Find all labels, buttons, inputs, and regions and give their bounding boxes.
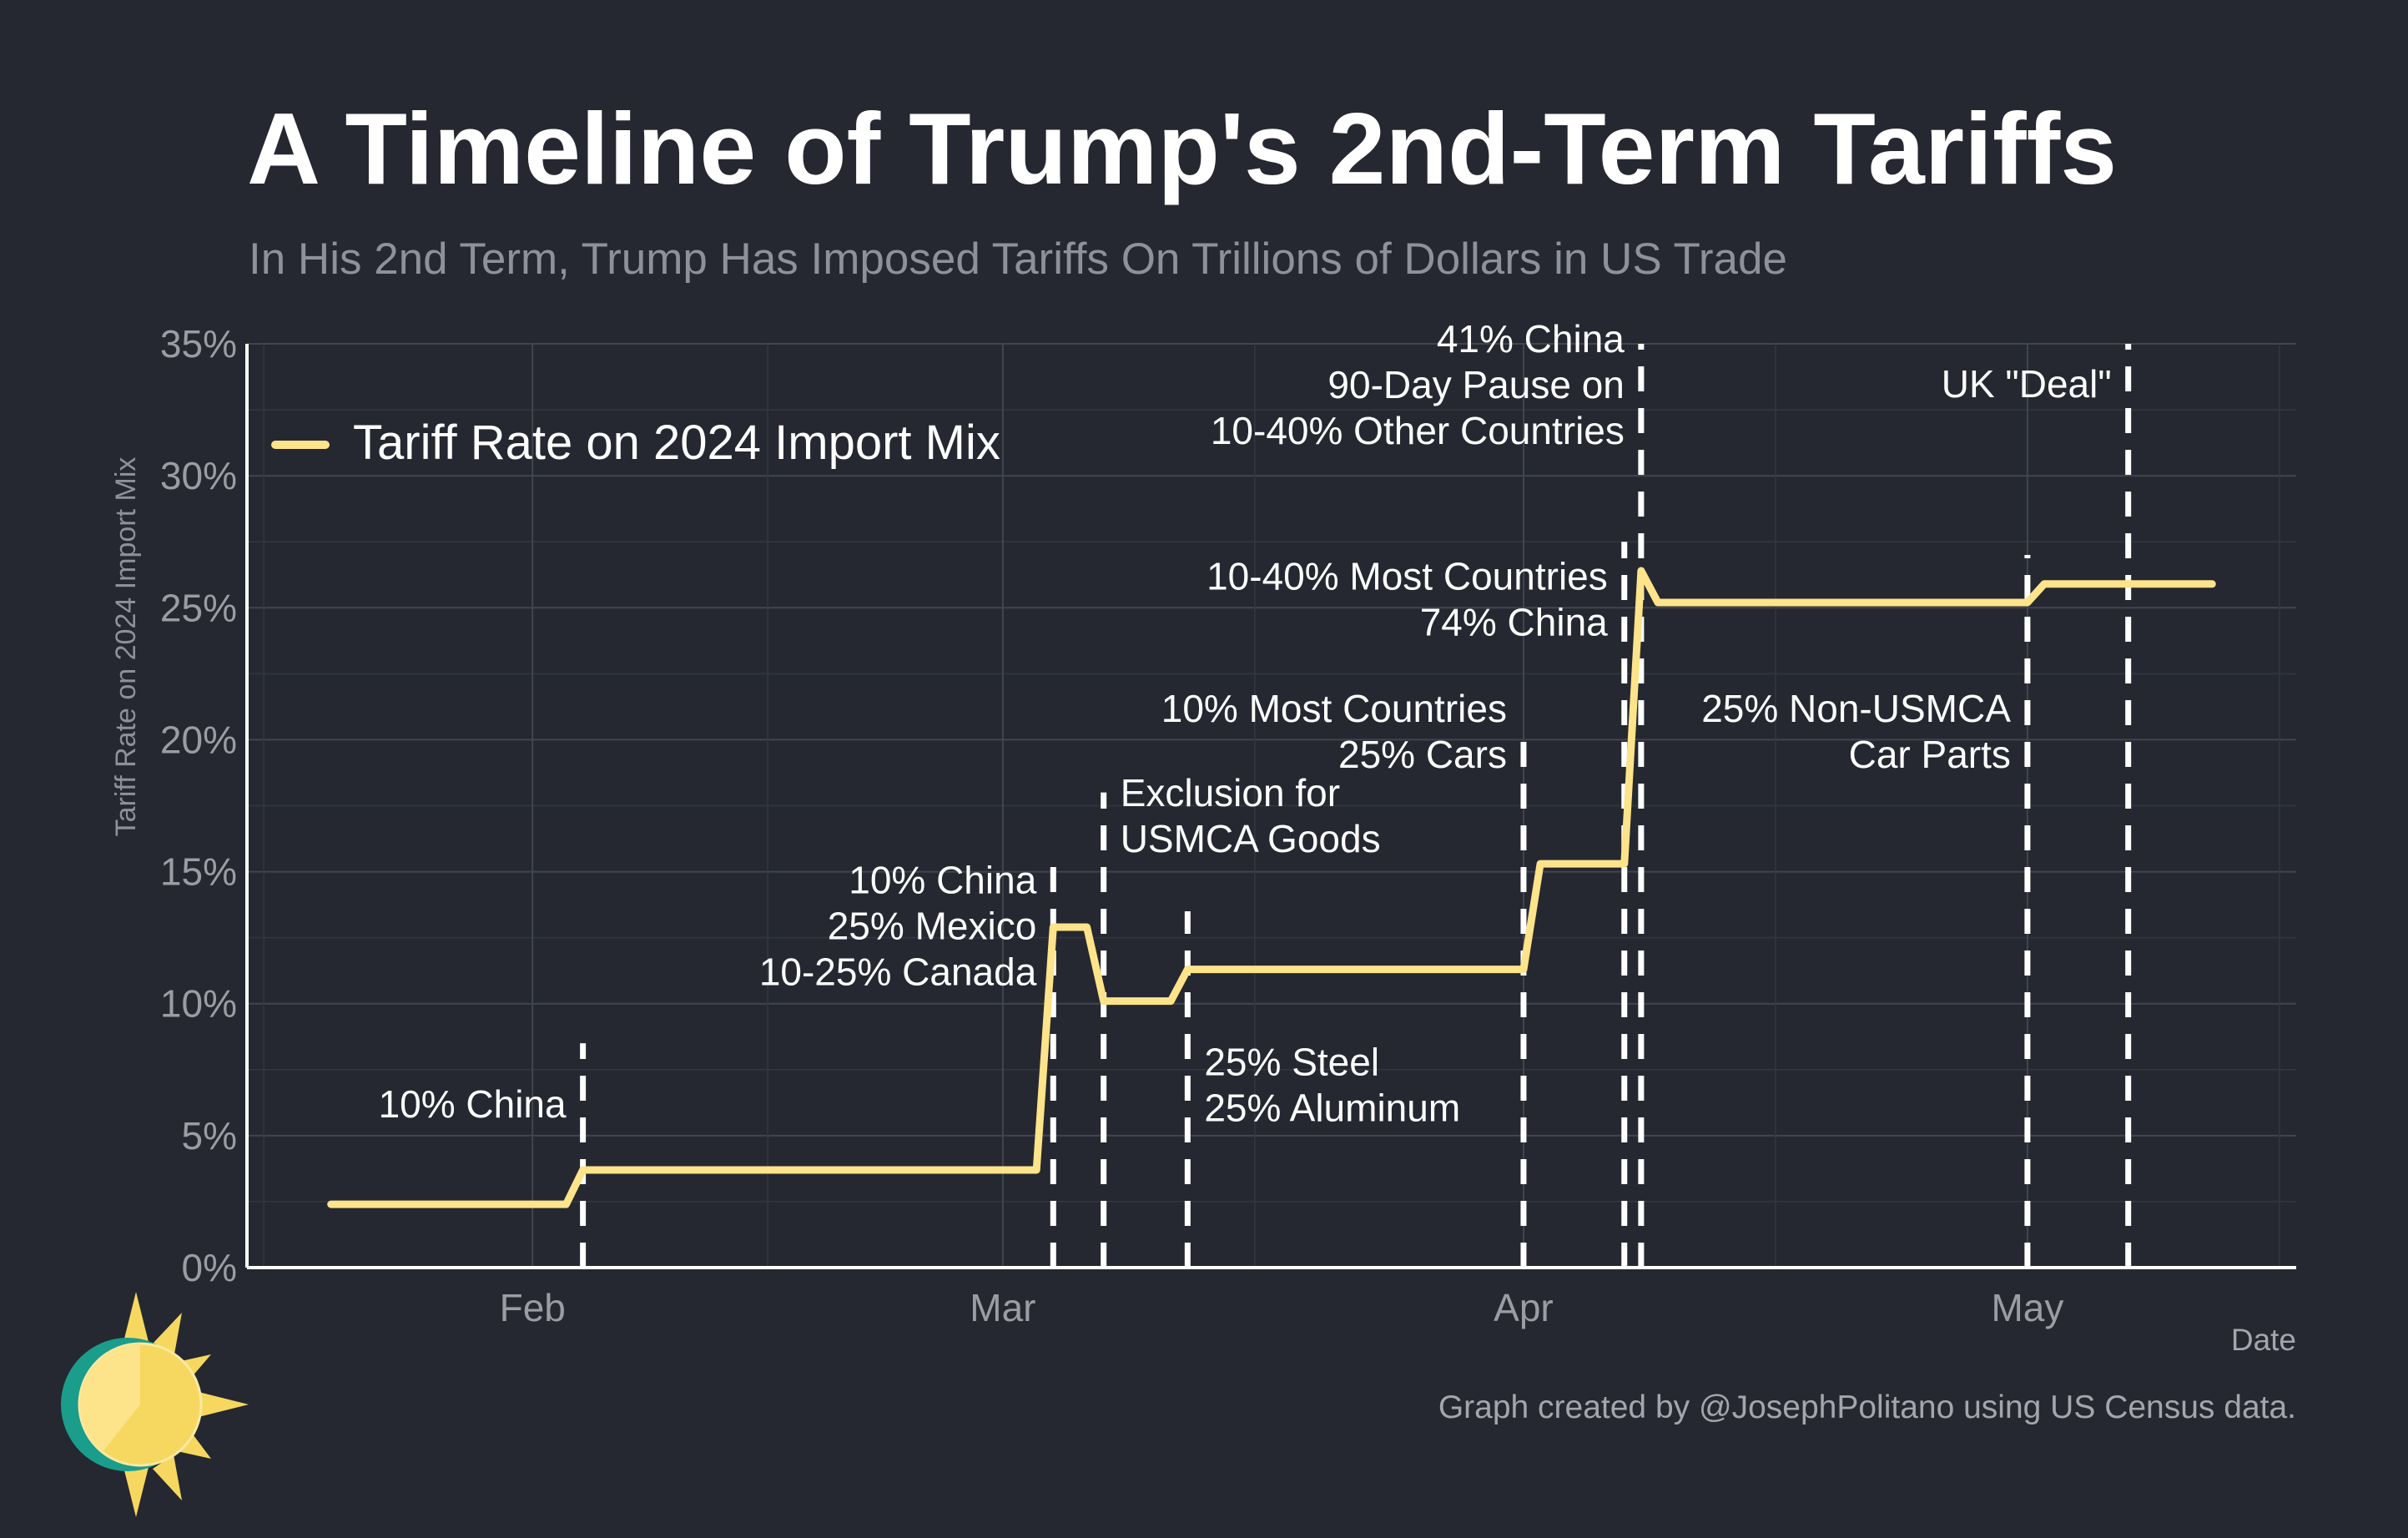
x-tick-label: Mar — [970, 1286, 1035, 1329]
x-tick-label: May — [1991, 1286, 2063, 1329]
event-annotation-line: Car Parts — [1849, 733, 2011, 776]
event-annotation-line: 10-40% Most Countries — [1207, 555, 1608, 598]
event-annotation-line: 25% Aluminum — [1204, 1087, 1460, 1130]
event-annotation-line: 41% China — [1437, 317, 1625, 361]
y-tick-label: 20% — [160, 718, 237, 761]
series-line — [327, 567, 2216, 1208]
event-annotation-line: USMCA Goods — [1121, 817, 1381, 860]
y-tick-label: 25% — [160, 586, 237, 629]
x-tick-label: Feb — [500, 1286, 566, 1329]
event-annotation-line: 25% Cars — [1338, 733, 1507, 776]
event-annotation: UK "Deal" — [1942, 362, 2112, 406]
chart-subtitle: In His 2nd Term, Trump Has Imposed Tarif… — [249, 234, 1787, 284]
y-axis-label: Tariff Rate on 2024 Import Mix — [110, 457, 142, 837]
event-annotation: 25% Steel 25% Aluminum — [1204, 1041, 1460, 1130]
event-annotation-line: 90-Day Pause on — [1327, 363, 1624, 406]
event-annotation: 25% Non-USMCA Car Parts — [1701, 687, 2011, 776]
event-annotation: 10% China — [379, 1082, 567, 1126]
chart-title: A Timeline of Trump's 2nd-Term Tariffs — [247, 92, 2118, 205]
event-annotation-line: 10% China — [849, 858, 1036, 901]
legend-label: Tariff Rate on 2024 Import Mix — [353, 416, 1000, 470]
axes: 0% 5% 10% 15% 20% 25% 30% 35% Feb Mar Apr May — [160, 322, 2296, 1329]
x-tick-label: Apr — [1494, 1286, 1554, 1329]
event-annotation-line: 25% Mexico — [828, 904, 1037, 947]
event-annotation-line: 10% China — [379, 1082, 567, 1126]
event-annotation-line: 10-25% Canada — [759, 950, 1037, 993]
y-tick-label: 10% — [160, 982, 237, 1026]
event-annotation: 10% Most Countries 25% Cars — [1161, 687, 1507, 776]
x-axis-label: Date — [2230, 1323, 2296, 1357]
event-annotation-line: UK "Deal" — [1942, 362, 2112, 406]
legend: Tariff Rate on 2024 Import Mix — [271, 416, 1000, 470]
event-annotation-line: 25% Steel — [1204, 1041, 1379, 1084]
y-tick-label: 30% — [160, 454, 237, 497]
series-layer — [327, 567, 2216, 1208]
credit-text: Graph created by @JosephPolitano using U… — [1438, 1389, 2296, 1425]
y-tick-label: 15% — [160, 850, 237, 894]
y-tick-label: 0% — [182, 1246, 237, 1289]
event-annotation-line: Exclusion for — [1121, 771, 1340, 814]
event-annotation: 41% China 90-Day Pause on 10-40% Other Cou… — [1211, 317, 1625, 452]
event-annotation-line: 74% China — [1420, 601, 1608, 644]
event-annotation: 10-40% Most Countries 74% China — [1207, 555, 1608, 644]
event-annotation: 10% China 25% Mexico 10-25% Canada — [759, 858, 1037, 993]
event-annotation: Exclusion for USMCA Goods — [1121, 771, 1381, 860]
sun-logo-icon — [61, 1292, 249, 1517]
event-annotation-line: 10-40% Other Countries — [1211, 409, 1625, 452]
y-tick-label: 35% — [160, 322, 237, 366]
event-annotation-line: 25% Non-USMCA — [1701, 687, 2011, 730]
event-annotation-line: 10% Most Countries — [1161, 687, 1507, 730]
y-tick-label: 5% — [182, 1114, 237, 1157]
